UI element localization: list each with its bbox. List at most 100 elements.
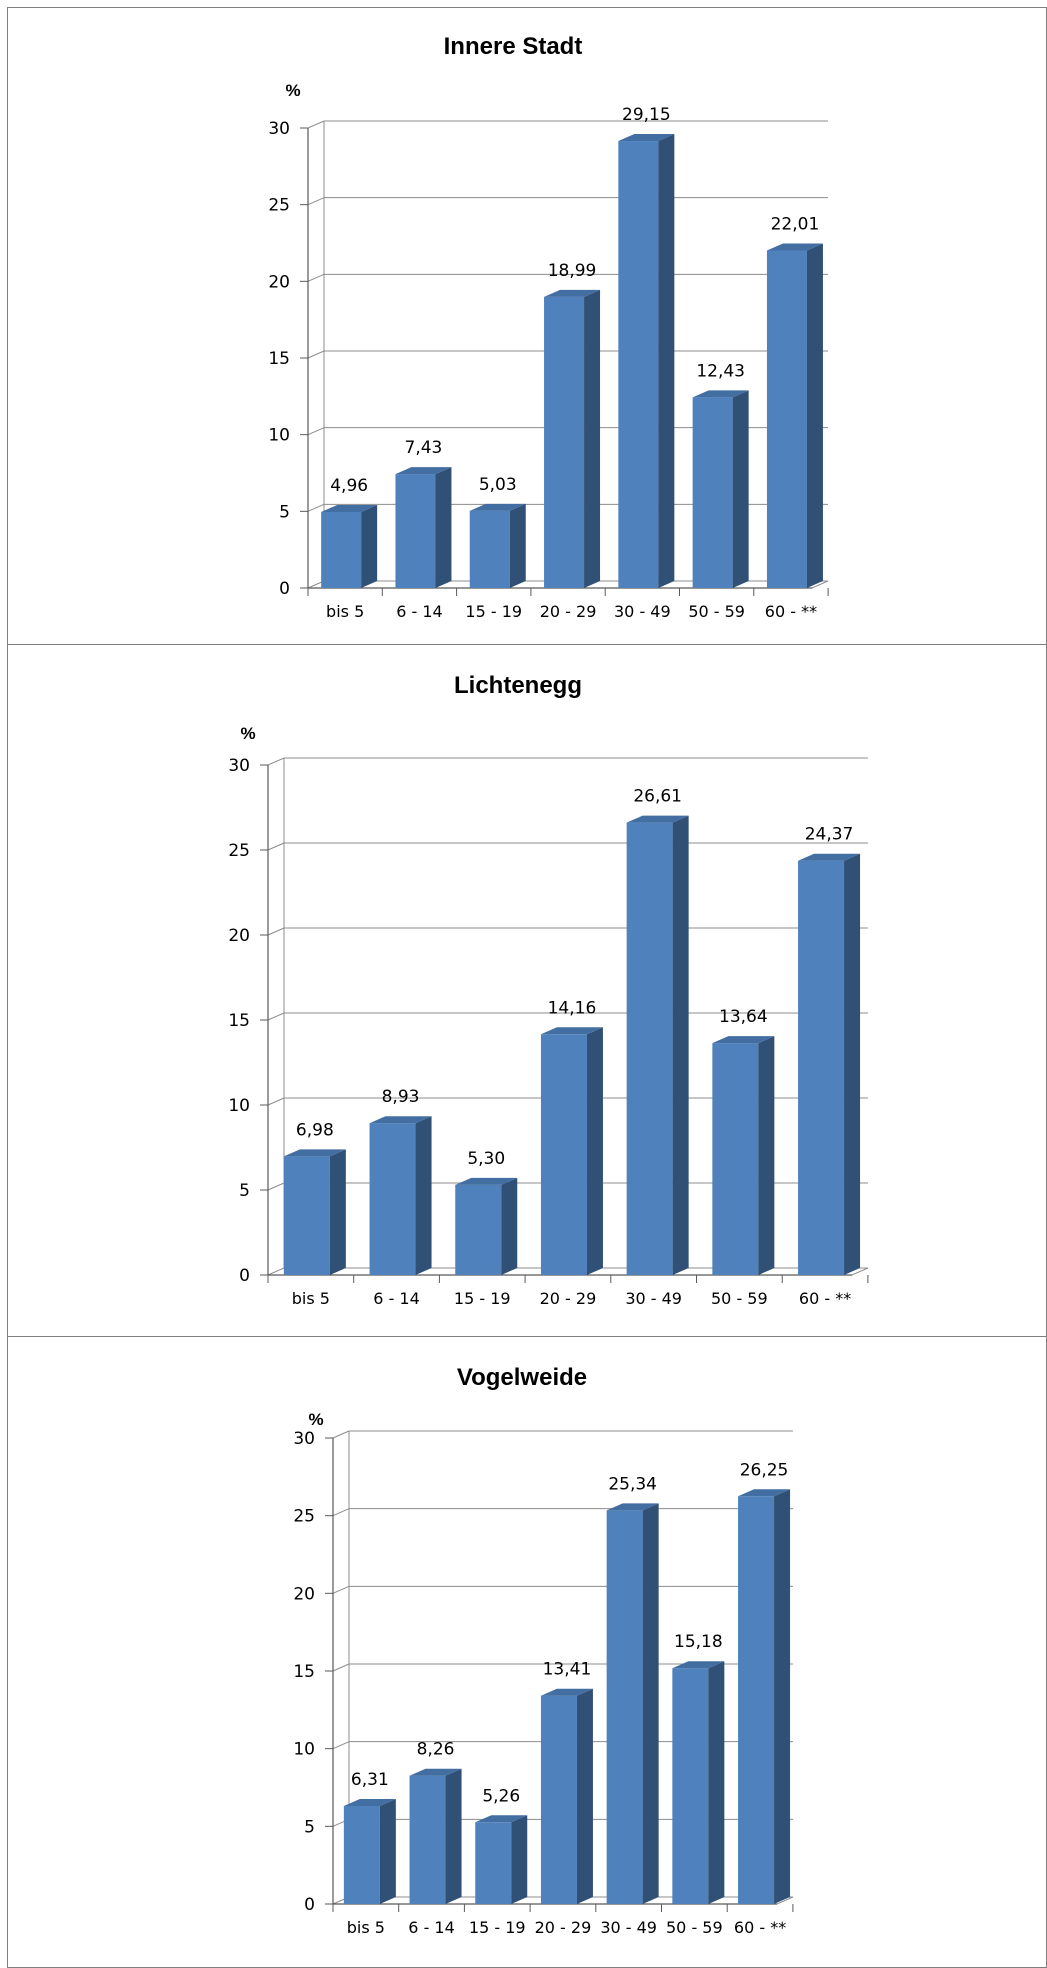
gridline-side [267, 1012, 285, 1021]
bar-front [672, 1668, 709, 1904]
bar-front [606, 1510, 643, 1904]
bar-top [455, 1177, 518, 1185]
bar-front [321, 511, 362, 588]
bar-side [672, 815, 689, 1275]
data-label: 13,64 [719, 1007, 768, 1027]
bar-top [712, 1036, 775, 1044]
data-label: 4,96 [330, 476, 368, 496]
bar-side [329, 1149, 346, 1275]
x-tick-label: 20 - 29 [535, 1918, 592, 1937]
bar-front [540, 1034, 587, 1275]
y-tick-label: 25 [228, 841, 250, 861]
bar-1 [369, 1116, 432, 1275]
bar-side [806, 243, 823, 588]
bar-top [544, 289, 601, 297]
x-tick-label: 30 - 49 [614, 602, 671, 621]
x-tick-label: 50 - 59 [711, 1289, 768, 1308]
x-tick-label: 6 - 14 [408, 1918, 454, 1937]
bar-3 [544, 289, 601, 588]
bar-front [409, 1775, 446, 1904]
bar-top [475, 1815, 528, 1823]
chart-panel-innere-stadt: Innere Stadt% 0 5 10 15 20 25 30 bis 5 4,96 6 - 14… [7, 7, 1047, 645]
bar-front [343, 1805, 380, 1904]
x-tick-label: 30 - 49 [600, 1918, 657, 1937]
bar-side [576, 1688, 593, 1904]
bar-2 [455, 1177, 518, 1275]
bar-top [540, 1027, 603, 1035]
bar-chart-lichtenegg: Lichtenegg% 0 5 10 15 20 25 30 bis 5 6,98 6 - 14 8,… [228, 672, 869, 1308]
gridline-side [267, 1182, 285, 1191]
bar-side [774, 1489, 791, 1904]
y-tick-label: 10 [293, 1740, 315, 1760]
data-label: 8,93 [382, 1087, 420, 1107]
bar-side [732, 390, 749, 588]
bar-6 [738, 1489, 791, 1904]
bar-front [469, 510, 510, 588]
bar-side [379, 1798, 396, 1904]
bar-side [511, 1815, 528, 1904]
bar-front [618, 141, 659, 589]
bar-top [738, 1489, 791, 1497]
bar-0 [343, 1798, 396, 1904]
y-tick-label: 15 [268, 349, 290, 369]
data-label: 12,43 [696, 361, 745, 381]
gridline-side [307, 197, 325, 206]
gridline-side [332, 1585, 350, 1594]
bar-5 [712, 1036, 775, 1275]
y-tick-label: 20 [268, 272, 290, 292]
bar-side [445, 1768, 462, 1904]
x-tick-label: 60 - ** [734, 1918, 786, 1937]
data-label: 18,99 [548, 261, 597, 281]
bar-front [712, 1043, 759, 1275]
data-label: 5,30 [467, 1149, 505, 1169]
bar-side [415, 1116, 432, 1275]
bar-top [395, 467, 452, 475]
bar-front [798, 860, 845, 1275]
y-axis-unit-label: % [308, 1410, 323, 1429]
y-tick-label: 5 [304, 1817, 315, 1837]
bar-side [658, 134, 675, 588]
gridline-side [307, 273, 325, 282]
gridline-side [267, 927, 285, 936]
chart-panel-vogelweide: Vogelweide% 0 5 10 15 20 25 30 bis 5 6,31 6 - 14 8,… [7, 1336, 1047, 1968]
gridline-side [267, 1097, 285, 1106]
y-tick-label: 30 [293, 1429, 315, 1449]
bar-front [540, 1695, 577, 1904]
bar-top [618, 134, 675, 142]
bar-top [692, 390, 749, 398]
bar-side [361, 504, 378, 588]
bar-3 [540, 1688, 593, 1904]
x-tick-label: bis 5 [292, 1289, 330, 1308]
bar-front [369, 1123, 416, 1275]
gridline-side [267, 842, 285, 851]
y-tick-label: 15 [228, 1011, 250, 1031]
bar-2 [469, 503, 526, 588]
x-tick-label: 60 - ** [765, 602, 817, 621]
data-label: 22,01 [771, 215, 820, 235]
bar-4 [606, 1503, 659, 1904]
bar-top [343, 1798, 396, 1806]
x-tick-label: 30 - 49 [625, 1289, 682, 1308]
bar-2 [475, 1815, 528, 1904]
data-label: 5,26 [482, 1786, 520, 1806]
bar-top [469, 503, 526, 511]
bar-front [283, 1156, 330, 1275]
bar-side [501, 1177, 518, 1275]
bar-top [409, 1768, 462, 1776]
y-tick-label: 30 [268, 119, 290, 139]
gridline-side [332, 1430, 350, 1439]
data-label: 25,34 [608, 1474, 657, 1494]
chart-title: Vogelweide [457, 1364, 587, 1391]
bar-chart-vogelweide: Vogelweide% 0 5 10 15 20 25 30 bis 5 6,31 6 - 14 8,… [293, 1364, 794, 1937]
y-tick-label: 25 [293, 1507, 315, 1527]
x-tick-label: 50 - 59 [666, 1918, 723, 1937]
bar-front [475, 1822, 512, 1904]
x-tick-label: bis 5 [347, 1918, 385, 1937]
bar-top [321, 504, 378, 512]
y-tick-label: 0 [279, 579, 290, 599]
bar-front [544, 296, 585, 588]
bar-side [586, 1027, 603, 1275]
x-tick-label: 15 - 19 [454, 1289, 511, 1308]
y-tick-label: 30 [228, 756, 250, 776]
data-label: 29,15 [622, 105, 671, 125]
